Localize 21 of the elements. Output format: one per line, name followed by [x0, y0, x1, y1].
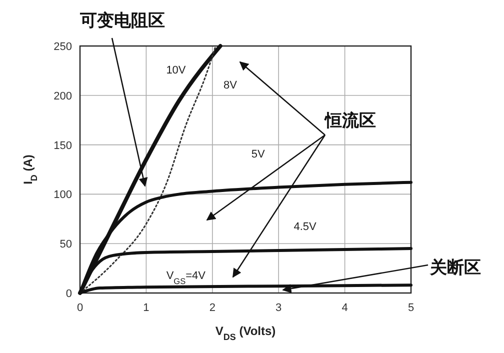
series-label: 4.5V: [294, 220, 318, 233]
series-label: V$_{GS}$=4V: [166, 270, 206, 286]
series-label: 8V: [224, 79, 238, 92]
x-tick-label: 1: [143, 302, 150, 314]
x-tick-label: 2: [209, 302, 216, 314]
text: 可变电阻区: [79, 11, 165, 31]
x-tick-label: 5: [408, 302, 414, 314]
y-tick-label: 150: [54, 140, 72, 152]
annotation: 恒流区: [324, 111, 376, 131]
y-tick-label: 200: [54, 90, 72, 102]
x-tick-label: 0: [76, 302, 84, 314]
x-tick-label: 4: [342, 302, 348, 314]
x-tick-label: 3: [276, 302, 282, 314]
x-axis-title: V$_{DS}$ (Volts): [215, 324, 276, 342]
y-tick-label: 0: [66, 288, 72, 300]
text: 5V: [251, 148, 266, 161]
series-label: 10V: [166, 64, 186, 77]
y-tick-label: 50: [60, 238, 72, 251]
text: 关断区: [429, 258, 481, 278]
y-tick-label: 250: [54, 41, 72, 53]
y-tick-label: 100: [54, 189, 72, 202]
